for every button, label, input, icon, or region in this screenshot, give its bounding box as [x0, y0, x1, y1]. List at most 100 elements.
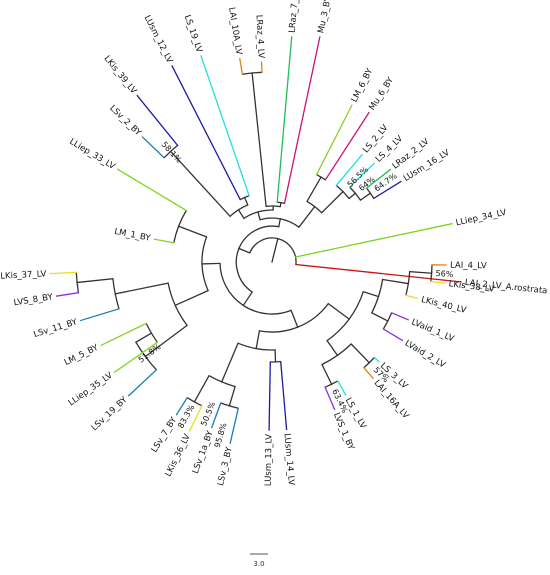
tip-branch — [260, 61, 263, 73]
internal-branch — [348, 192, 357, 200]
internal-branch — [257, 211, 261, 221]
tip-label: LRaz_4_LV — [254, 14, 266, 58]
tree-branches — [49, 36, 462, 444]
internal-branch — [114, 282, 169, 295]
clade-arc — [243, 209, 274, 219]
bootstrap-value: 50.5% — [199, 400, 217, 427]
internal-branch — [279, 201, 282, 208]
tip-branch — [365, 168, 392, 190]
tip-branch — [100, 322, 148, 347]
internal-branch — [135, 332, 153, 344]
internal-branch — [350, 343, 371, 364]
tip-branch — [113, 341, 159, 374]
tip-branch — [324, 386, 336, 411]
clade-arc — [259, 303, 329, 333]
clade-arc — [201, 236, 209, 291]
tip-label: LAI_4_LV — [450, 261, 487, 272]
internal-branch — [362, 290, 380, 298]
tip-label: LVaid_2_LV — [403, 338, 447, 370]
tip-branch — [382, 328, 404, 342]
bootstrap-value: 56% — [435, 269, 454, 279]
bootstrap-value: 83.3% — [176, 403, 196, 430]
clade-arc — [366, 187, 375, 199]
clade-arc — [324, 380, 339, 388]
tip-branch — [283, 36, 321, 205]
tip-branch — [337, 380, 347, 396]
tip-label: LUsm_13_LV — [264, 434, 275, 487]
tip-label: LVaid_1_LV — [410, 317, 456, 344]
tip-branch — [295, 263, 462, 283]
tip-label: LM_1_BY — [113, 227, 152, 244]
clade-arc — [277, 201, 285, 204]
clade-arc — [167, 282, 188, 326]
tip-branch — [373, 356, 380, 363]
clade-arc — [219, 263, 292, 315]
tip-branch — [405, 294, 419, 300]
internal-branch — [242, 291, 254, 307]
internal-branch — [297, 205, 316, 229]
clade-arc — [266, 205, 281, 208]
tip-branch — [294, 222, 453, 258]
tip-branch — [229, 407, 240, 444]
clade-arc — [259, 217, 300, 228]
tip-branch — [200, 55, 251, 197]
tip-label: LLiep_33_LV — [67, 137, 116, 172]
tip-label: LM_5_BY — [63, 343, 101, 368]
internal-branch — [193, 374, 210, 403]
tip-branch — [116, 168, 188, 212]
tip-labels: LAI_2_LV_A.rostrataLLiep_34_LVLUsm_16_LV… — [0, 0, 548, 487]
tip-label: LUsm_14_LV — [282, 433, 297, 486]
internal-branch — [169, 150, 232, 218]
tip-branch — [153, 238, 175, 244]
tip-label: LKis_37_LV — [0, 269, 47, 281]
tip-label: LM_6_BY — [350, 66, 376, 104]
tip-branch — [390, 311, 410, 321]
tip-branch — [430, 280, 446, 284]
tip-branch — [55, 291, 80, 297]
scale-bar-label: 3.0 — [253, 560, 264, 568]
tip-branch — [127, 368, 158, 397]
tip-branch — [372, 180, 402, 200]
tip-label: Mu_6_BY — [367, 75, 396, 112]
tip-branch — [335, 153, 363, 187]
tip-label: LSv_2_BY — [107, 103, 143, 138]
internal-branch — [144, 324, 189, 358]
internal-branch — [243, 196, 249, 206]
bootstrap-value: 58.1% — [160, 140, 184, 165]
clade-arc — [306, 200, 323, 214]
tip-branch — [268, 361, 271, 431]
internal-branch — [326, 339, 339, 357]
tip-branch — [49, 271, 77, 275]
tip-label: LSv_3_BY — [216, 445, 235, 487]
tip-label: LKis_39_LV — [102, 54, 139, 96]
bootstrap-value: 95.8% — [213, 421, 229, 448]
scale-bar: 3.0 — [250, 553, 268, 568]
tip-branch — [210, 402, 222, 429]
tip-branch — [362, 366, 374, 380]
internal-branch — [251, 72, 267, 208]
root-branch — [271, 237, 279, 263]
tip-label: LS_19_LV — [182, 14, 204, 54]
clade-arc — [382, 312, 393, 330]
clade-arc — [145, 323, 158, 343]
tip-branch — [79, 307, 120, 322]
internal-branch — [278, 218, 282, 228]
tip-branch — [171, 65, 242, 201]
internal-branch — [359, 192, 372, 202]
tip-branch — [175, 396, 189, 416]
tip-label: LLiep_35_LV — [67, 371, 115, 409]
tip-branch — [348, 162, 376, 188]
tip-label: LKis_40_LV — [420, 295, 467, 316]
tip-branch — [239, 57, 244, 76]
tip-branch — [136, 94, 179, 147]
tip-label: LAI_10A_LV — [226, 6, 243, 55]
tip-branch — [276, 36, 293, 203]
tip-branch — [141, 136, 166, 159]
internal-branch — [370, 311, 389, 322]
tip-label: LSv_19_BY — [90, 395, 130, 434]
tip-branch — [188, 404, 203, 432]
clade-arc — [237, 342, 276, 351]
clade-arc — [321, 343, 352, 366]
internal-branch — [201, 262, 221, 265]
